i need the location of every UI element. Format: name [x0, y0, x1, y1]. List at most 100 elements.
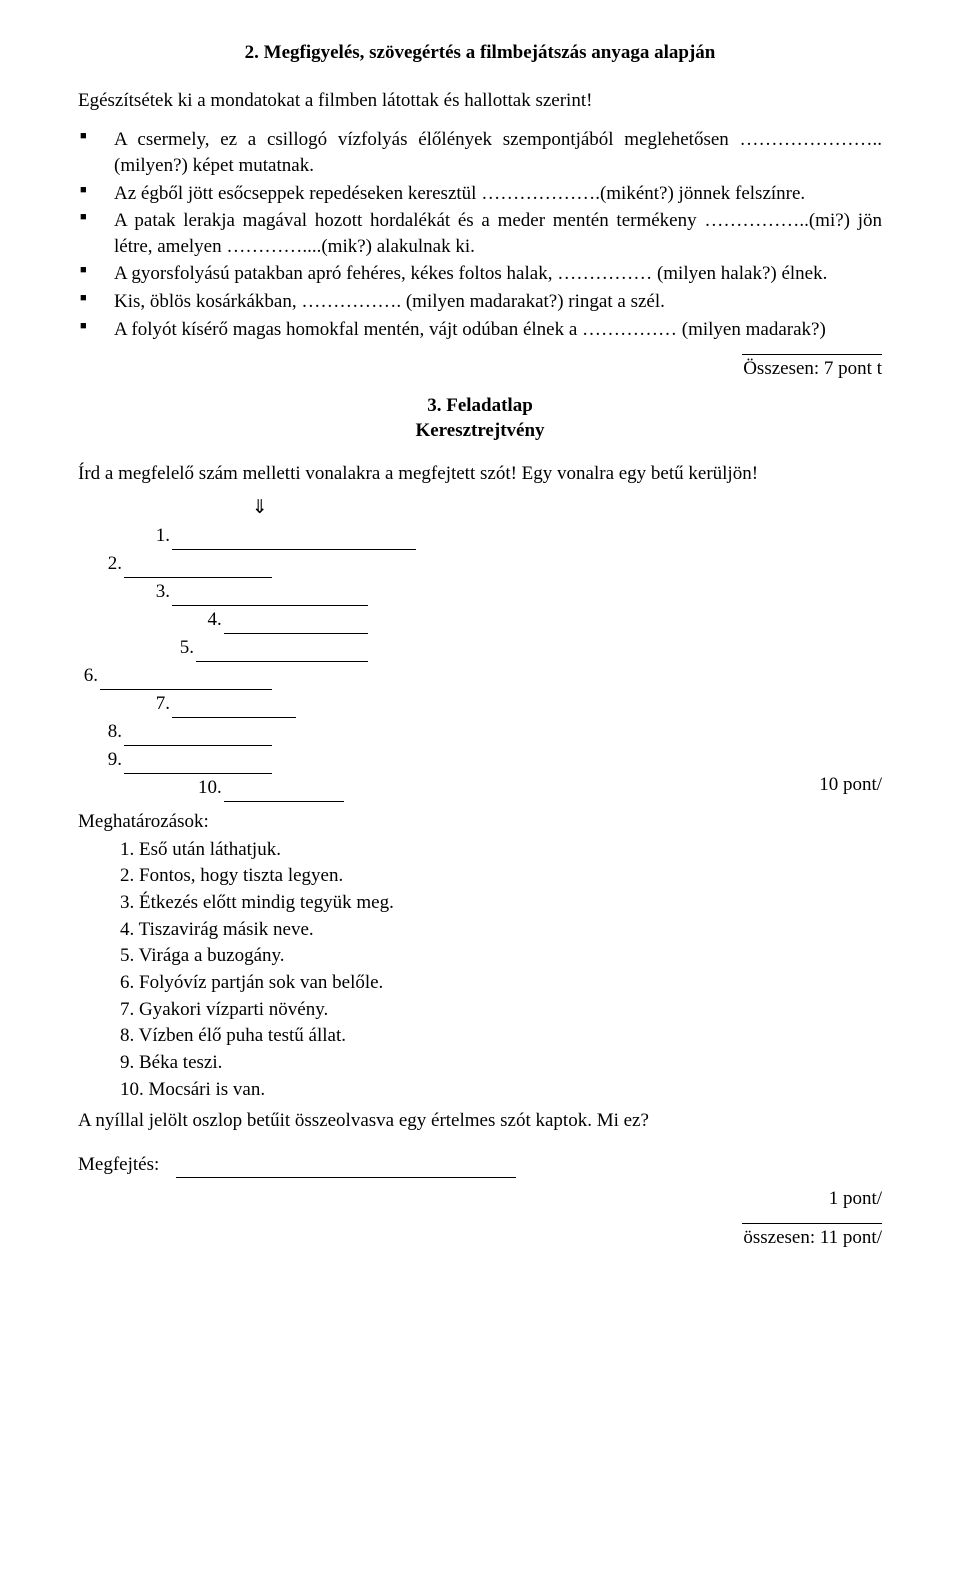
crossword-blank[interactable] [172, 717, 196, 745]
crossword-blank[interactable] [344, 605, 368, 633]
solution-label: Megfejtés: [78, 1154, 159, 1175]
solution-blank[interactable] [176, 1160, 516, 1178]
crossword-blank[interactable] [224, 717, 248, 745]
clue-item: 2. Fontos, hogy tiszta legyen. [120, 863, 882, 889]
score-3: 1 pont/ [78, 1186, 882, 1212]
score-4: összesen: 11 pont/ [78, 1223, 882, 1251]
crossword-blank[interactable] [248, 605, 272, 633]
crossword-blank[interactable] [172, 745, 196, 773]
crossword-blank[interactable] [248, 521, 272, 549]
crossword-blank[interactable] [196, 633, 224, 661]
crossword-blank[interactable] [148, 717, 172, 745]
crossword-blank[interactable] [124, 661, 148, 689]
bullet-list: A csermely, ez a csillogó vízfolyás élől… [78, 127, 882, 342]
clue-header: Meghatározások: [78, 809, 882, 835]
instruction-2: Írd a megfelelő szám melletti vonalakra … [78, 461, 882, 487]
crossword-blank[interactable] [248, 633, 272, 661]
crossword-blank[interactable] [196, 689, 224, 717]
crossword-row-number: 4. [196, 605, 224, 633]
crossword-blank[interactable] [248, 577, 272, 605]
crossword-blank[interactable] [344, 577, 368, 605]
crossword-blank[interactable] [172, 661, 196, 689]
crossword-blank[interactable] [248, 745, 272, 773]
crossword-blank[interactable] [196, 549, 224, 577]
crossword-blank[interactable] [172, 549, 196, 577]
crossword-row-number: 1. [148, 521, 172, 549]
crossword-row-number: 8. [100, 717, 124, 745]
section-title-2: 3. Feladatlap Keresztrejtvény [78, 394, 882, 443]
bullet-item: A folyót kísérő magas homokfal mentén, v… [78, 317, 882, 343]
bullet-item: Az égből jött esőcseppek repedéseken ker… [78, 181, 882, 207]
crossword-blank[interactable] [124, 745, 148, 773]
crossword-blank[interactable] [296, 521, 320, 549]
clue-item: 3. Étkezés előtt mindig tegyük meg. [120, 890, 882, 916]
arrow-icon: ⇓ [248, 493, 272, 521]
crossword-row-number: 6. [78, 661, 100, 689]
crossword-blank[interactable] [224, 633, 248, 661]
crossword-blank[interactable] [320, 521, 344, 549]
clue-list: 1. Eső után láthatjuk.2. Fontos, hogy ti… [78, 837, 882, 1102]
bullet-item: A csermely, ez a csillogó vízfolyás élől… [78, 127, 882, 178]
crossword-blank[interactable] [196, 717, 224, 745]
crossword-blank[interactable] [296, 633, 320, 661]
clue-item: 8. Vízben élő puha testű állat. [120, 1023, 882, 1049]
crossword-blank[interactable] [272, 605, 296, 633]
crossword-blank[interactable] [272, 689, 296, 717]
clue-item: 7. Gyakori vízparti növény. [120, 997, 882, 1023]
crossword-blank[interactable] [148, 549, 172, 577]
crossword-blank[interactable] [320, 577, 344, 605]
crossword-blank[interactable] [392, 521, 416, 549]
crossword-row-number: 9. [100, 745, 124, 773]
crossword-blank[interactable] [248, 549, 272, 577]
crossword-blank[interactable] [224, 689, 248, 717]
clue-item: 5. Virága a buzogány. [120, 943, 882, 969]
bullet-item: A patak lerakja magával hozott hordaléká… [78, 208, 882, 259]
crossword-blank[interactable] [224, 661, 248, 689]
crossword-blank[interactable] [196, 577, 224, 605]
crossword-blank[interactable] [224, 521, 248, 549]
crossword-blank[interactable] [172, 577, 196, 605]
crossword-row-number: 2. [100, 549, 124, 577]
crossword-grid: ⇓1.2.3.4.5.6.7.8.9.10. [78, 493, 882, 802]
crossword-row-number: 5. [172, 633, 196, 661]
crossword-blank[interactable] [224, 605, 248, 633]
crossword-blank[interactable] [172, 689, 196, 717]
crossword-blank[interactable] [248, 689, 272, 717]
clue-item: 9. Béka teszi. [120, 1050, 882, 1076]
score-1: Összesen: 7 pont t [78, 354, 882, 382]
solution-row: Megfejtés: [78, 1152, 882, 1178]
crossword-blank[interactable] [196, 661, 224, 689]
post-clue-question: A nyíllal jelölt oszlop betűit összeolva… [78, 1108, 882, 1134]
crossword-blank[interactable] [272, 521, 296, 549]
crossword-blank[interactable] [100, 661, 124, 689]
crossword-blank[interactable] [320, 605, 344, 633]
crossword-blank[interactable] [296, 605, 320, 633]
clue-item: 1. Eső után láthatjuk. [120, 837, 882, 863]
crossword-blank[interactable] [272, 633, 296, 661]
crossword-blank[interactable] [224, 549, 248, 577]
crossword-blank[interactable] [148, 661, 172, 689]
crossword-row-number: 3. [148, 577, 172, 605]
crossword-blank[interactable] [344, 633, 368, 661]
crossword-blank[interactable] [368, 521, 392, 549]
crossword-blank[interactable] [124, 549, 148, 577]
crossword-blank[interactable] [248, 661, 272, 689]
crossword-row-number: 7. [148, 689, 172, 717]
crossword-blank[interactable] [196, 521, 224, 549]
crossword-blank[interactable] [296, 577, 320, 605]
crossword-blank[interactable] [224, 745, 248, 773]
crossword-blank[interactable] [148, 745, 172, 773]
crossword-blank[interactable] [196, 745, 224, 773]
crossword-blank[interactable] [124, 717, 148, 745]
crossword-blank[interactable] [224, 577, 248, 605]
clue-item: 10. Mocsári is van. [120, 1077, 882, 1103]
crossword-blank[interactable] [320, 633, 344, 661]
clue-item: 6. Folyóvíz partján sok van belőle. [120, 970, 882, 996]
crossword-blank[interactable] [172, 521, 196, 549]
section-title-1: 2. Megfigyelés, szövegértés a filmbejáts… [78, 40, 882, 66]
bullet-item: A gyorsfolyású patakban apró fehéres, ké… [78, 261, 882, 287]
bullet-item: Kis, öblös kosárkákban, ……………. (milyen m… [78, 289, 882, 315]
crossword-blank[interactable] [272, 577, 296, 605]
crossword-blank[interactable] [344, 521, 368, 549]
crossword-blank[interactable] [248, 717, 272, 745]
